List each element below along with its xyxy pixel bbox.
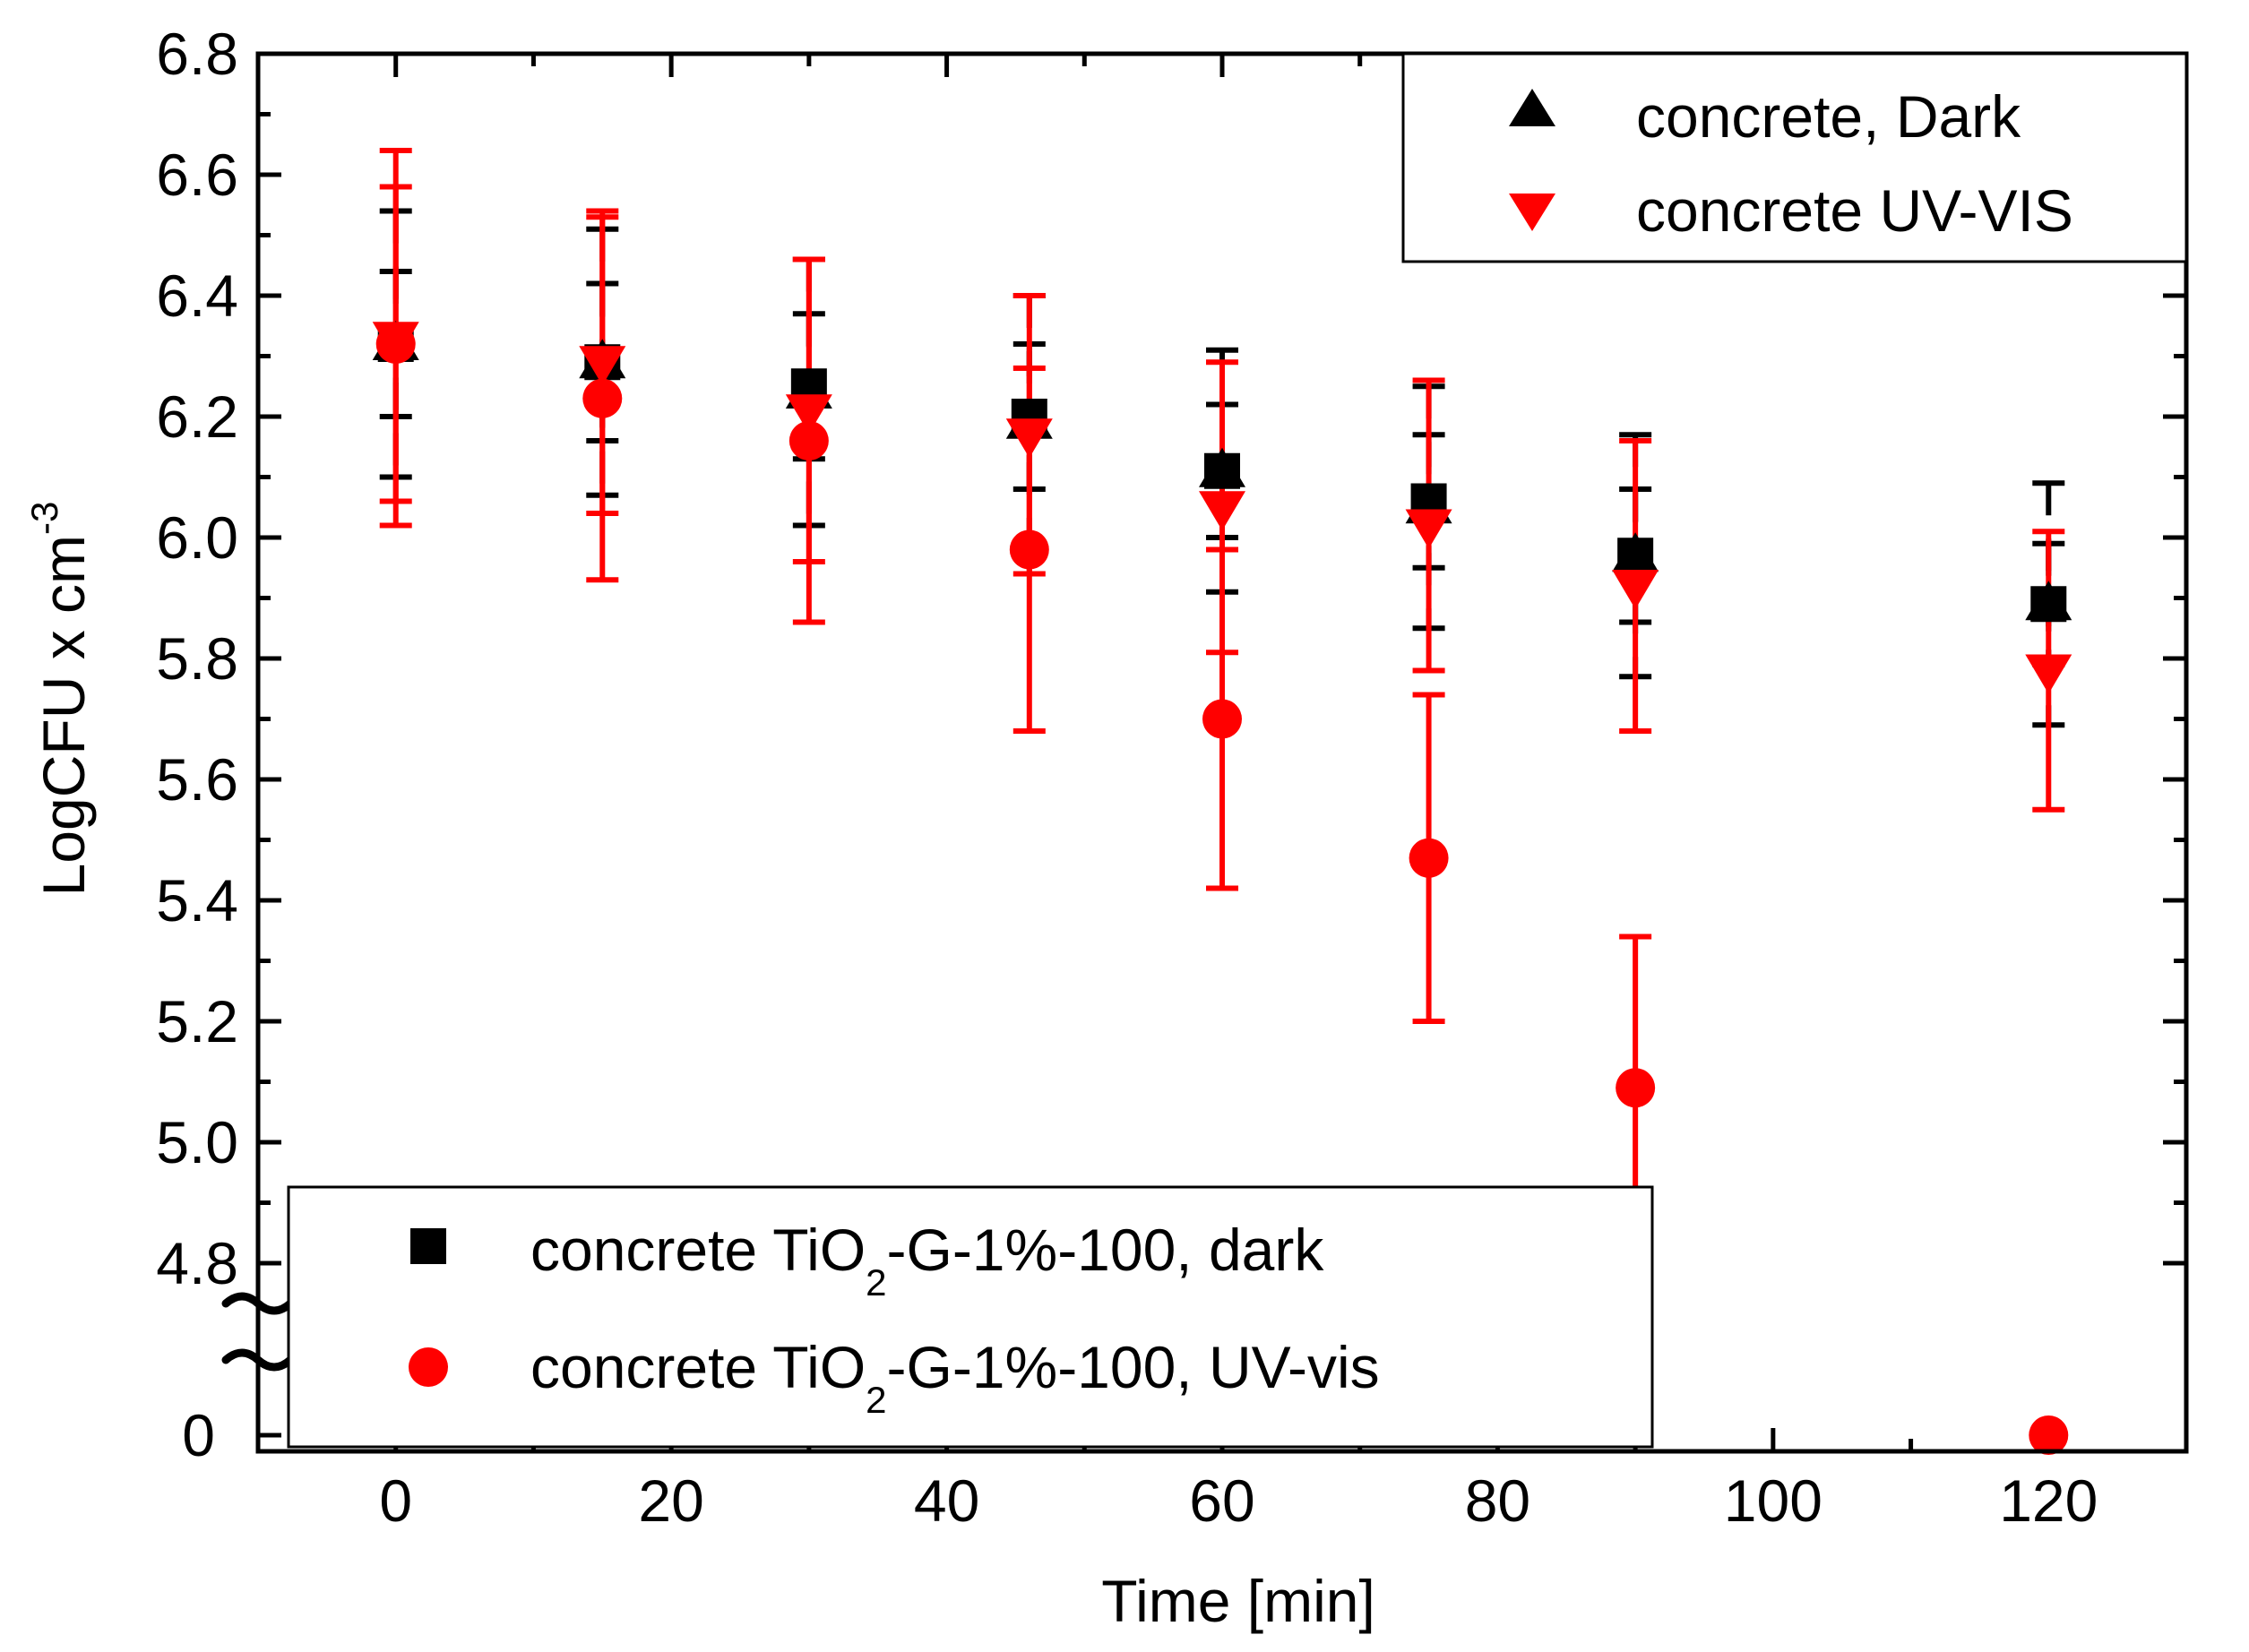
legend-label-tio2-uv-vis: concrete TiO2-G-1%-100, UV-vis bbox=[530, 1334, 1380, 1421]
data-point-concrete-uv-vis bbox=[372, 322, 419, 362]
y-tick-label: 5.2 bbox=[156, 988, 238, 1054]
legend-label-concrete-uv-vis: concrete UV-VIS bbox=[1636, 177, 2073, 244]
x-tick-label: 60 bbox=[1189, 1467, 1254, 1534]
x-tick-label: 40 bbox=[914, 1467, 979, 1534]
data-point-concrete-uv-vis bbox=[1199, 491, 1245, 531]
y-tick-label: 5.4 bbox=[156, 867, 238, 934]
y-tick-label: 6.4 bbox=[156, 262, 238, 329]
data-point-concrete-uv-vis bbox=[1612, 570, 1659, 609]
y-tick-label: 6.2 bbox=[156, 383, 238, 450]
legend-marker-concrete-dark bbox=[1509, 89, 1555, 126]
legend-label-tio2-dark-suffix: -G-1%-100, dark bbox=[887, 1217, 1325, 1283]
x-axis-label: Time [min] bbox=[1101, 1568, 1375, 1634]
legend-label-concrete-dark: concrete, Dark bbox=[1636, 83, 2021, 150]
data-point-tio2-uv-vis bbox=[1616, 1068, 1656, 1108]
legend-label-tio2-uv-vis-sub: 2 bbox=[866, 1379, 886, 1421]
data-point-tio2-uv-vis bbox=[788, 421, 829, 460]
plot-frame bbox=[255, 51, 2189, 1454]
svg-text:LogCFU x cm-3: LogCFU x cm-3 bbox=[23, 502, 97, 897]
y-tick-label: 5.8 bbox=[156, 625, 238, 692]
x-tick-label: 100 bbox=[1724, 1467, 1822, 1534]
break-mark-upper bbox=[221, 1292, 295, 1315]
x-tick-label: 0 bbox=[379, 1467, 412, 1534]
y-tick-label: 5.6 bbox=[156, 746, 238, 813]
data-point-tio2-uv-vis bbox=[1202, 699, 1242, 739]
data-point-concrete-dark bbox=[1612, 532, 1659, 572]
y-tick-label: 6.6 bbox=[156, 142, 238, 208]
legend-label-tio2-uv-vis-suffix: -G-1%-100, UV-vis bbox=[887, 1334, 1380, 1400]
data-point-concrete-dark bbox=[2025, 581, 2072, 621]
data-point-tio2-uv-vis bbox=[582, 378, 623, 418]
y-tick-label-zero: 0 bbox=[182, 1402, 215, 1468]
y-tick-label: 5.0 bbox=[156, 1109, 238, 1175]
data-point-tio2-uv-vis bbox=[1409, 838, 1449, 878]
x-tick-label: 20 bbox=[638, 1467, 703, 1534]
data-point-concrete-uv-vis bbox=[2025, 654, 2072, 694]
x-tick-label: 80 bbox=[1465, 1467, 1530, 1534]
data-point-tio2-uv-vis bbox=[1009, 529, 1049, 570]
data-markers bbox=[372, 321, 2072, 1455]
y-axis-label: LogCFU x cm bbox=[30, 535, 97, 896]
data-point-concrete-uv-vis bbox=[1005, 418, 1053, 459]
legend-label-tio2-uv-vis-prefix: concrete TiO bbox=[530, 1334, 866, 1400]
legend-label-tio2-dark-sub: 2 bbox=[866, 1261, 886, 1304]
break-mark-lower bbox=[221, 1348, 295, 1372]
data-point-concrete-uv-vis bbox=[579, 346, 626, 386]
data-point-tio2-uv-vis bbox=[2029, 1415, 2069, 1455]
y-axis-label-superscript: -3 bbox=[23, 502, 65, 535]
x-tick-label: 120 bbox=[1999, 1467, 2098, 1534]
y-tick-label: 6.0 bbox=[156, 504, 238, 571]
legend-marker-tio2-uv-vis bbox=[409, 1347, 448, 1387]
tick-labels: 0 20 40 60 80 100 1204.85.05.25.45.65.86.06.26… bbox=[156, 21, 2098, 1534]
legend-top-right: concrete, Dark concrete UV-VIS bbox=[1401, 52, 2188, 263]
error-bars bbox=[379, 148, 2065, 1242]
y-tick-label: 4.8 bbox=[156, 1230, 238, 1296]
data-point-concrete-dark bbox=[1199, 447, 1245, 487]
y-axis-label-group: LogCFU x cm-3 bbox=[23, 502, 97, 897]
legend-marker-concrete-uv-vis bbox=[1509, 194, 1555, 231]
y-tick-label: 6.8 bbox=[156, 21, 238, 87]
legend-bottom-left: concrete TiO2-G-1%-100, dark concrete Ti… bbox=[287, 1185, 1654, 1449]
legend-label-tio2-dark-prefix: concrete TiO bbox=[530, 1217, 866, 1283]
data-point-concrete-uv-vis bbox=[785, 394, 832, 435]
axis-break-symbol: ~~ bbox=[221, 1292, 295, 1372]
legend-label-tio2-dark: concrete TiO2-G-1%-100, dark bbox=[530, 1217, 1324, 1304]
data-point-concrete-uv-vis bbox=[1405, 509, 1452, 549]
legend-marker-tio2-dark bbox=[410, 1228, 446, 1264]
legend-bottom-left-box bbox=[287, 1185, 1654, 1449]
